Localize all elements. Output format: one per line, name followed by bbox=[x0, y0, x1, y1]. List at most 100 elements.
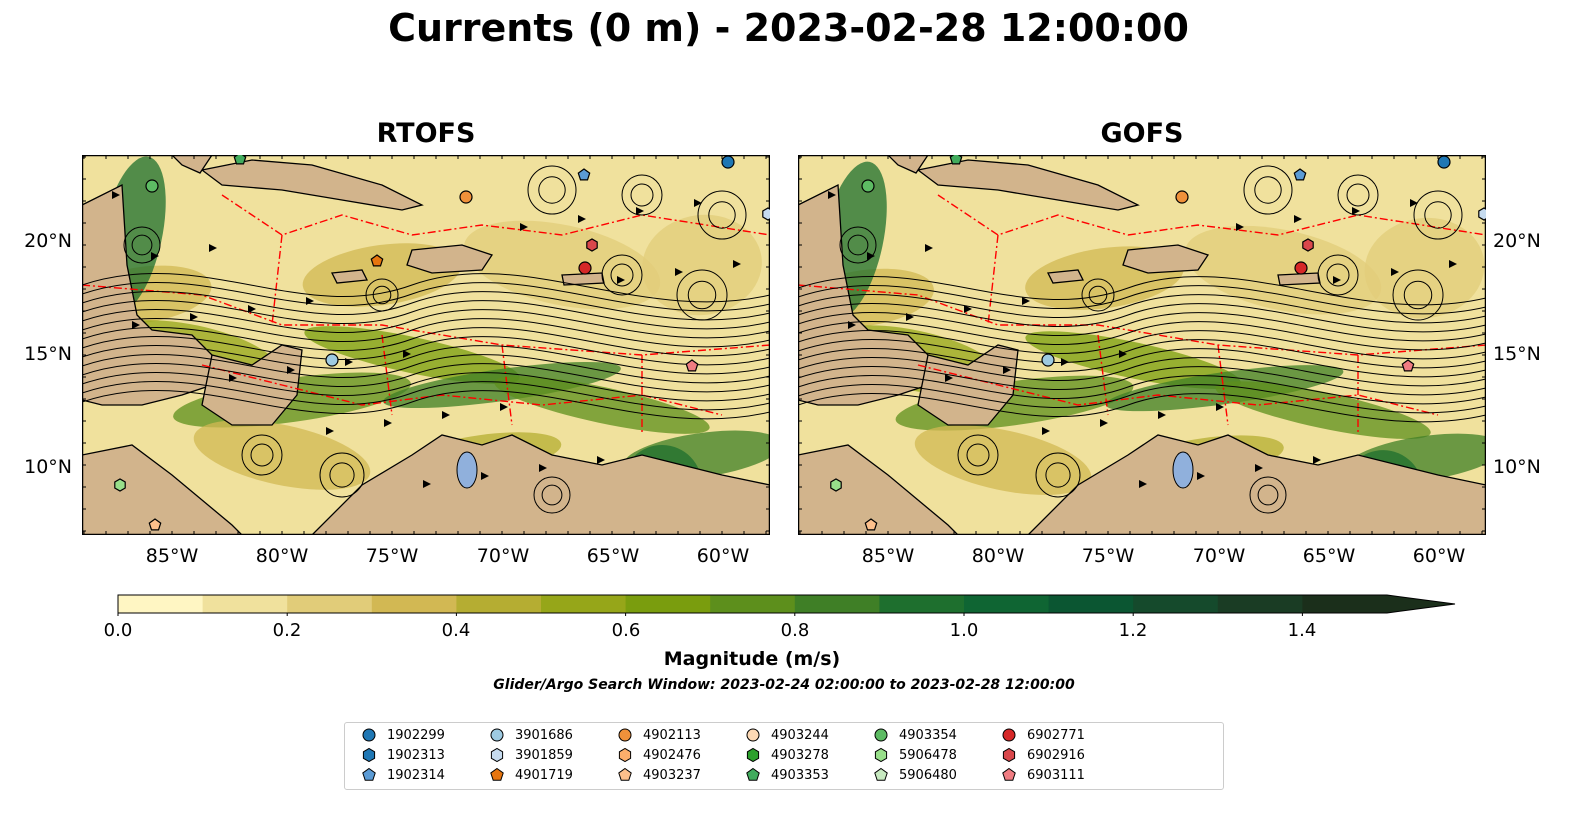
map-frame bbox=[798, 155, 1486, 535]
float-marker-4903353 bbox=[233, 155, 247, 165]
legend-label: 6902771 bbox=[1027, 727, 1085, 743]
legend-item-4903237: 4903237 bbox=[617, 767, 701, 783]
colorbar-bin bbox=[964, 595, 1050, 613]
map-frame bbox=[82, 155, 770, 535]
legend-label: 4902476 bbox=[643, 747, 701, 763]
legend-label: 4903237 bbox=[643, 767, 701, 783]
land bbox=[798, 155, 1486, 535]
x-tick-left-70w: 70°W bbox=[476, 545, 530, 567]
float-marker-3901686 bbox=[1041, 353, 1055, 367]
x-tick-left-75w: 75°W bbox=[365, 545, 419, 567]
legend-marker-circle-icon bbox=[490, 728, 504, 742]
float-marker-5906478 bbox=[114, 478, 126, 492]
x-tick-left-80w: 80°W bbox=[255, 545, 309, 567]
colorbar-bin bbox=[1133, 595, 1219, 613]
colorbar-bin bbox=[794, 595, 880, 613]
lake bbox=[1172, 451, 1194, 489]
colorbar-tick-6: 1.2 bbox=[1118, 620, 1148, 641]
float-marker-4903237 bbox=[148, 518, 162, 531]
legend-marker-hexagon-icon bbox=[362, 747, 376, 763]
float-marker-1902299 bbox=[1437, 155, 1451, 169]
x-tick-left-60w: 60°W bbox=[696, 545, 750, 567]
legend-marker-pentagon-icon bbox=[874, 767, 888, 781]
legend-label: 4903278 bbox=[771, 747, 829, 763]
float-legend: 1902299 1902313 1902314 3901686 3901859 49017… bbox=[344, 722, 1224, 790]
y-tick-right-15n: 15°N bbox=[1493, 343, 1541, 365]
float-marker-3901859 bbox=[1478, 207, 1486, 221]
float-marker-4903353 bbox=[949, 155, 963, 165]
float-marker-3901686 bbox=[325, 353, 339, 367]
legend-item-4903353: 4903353 bbox=[745, 767, 829, 783]
legend-label: 4901719 bbox=[515, 767, 573, 783]
float-marker-6902916 bbox=[1302, 238, 1314, 252]
legend-marker-pentagon-icon bbox=[618, 767, 632, 781]
colorbar-tick-2: 0.4 bbox=[441, 620, 471, 641]
x-tick-left-65w: 65°W bbox=[586, 545, 640, 567]
legend-label: 4902113 bbox=[643, 727, 701, 743]
x-tick-right-70w: 70°W bbox=[1192, 545, 1246, 567]
colorbar-extend-arrow bbox=[1387, 595, 1455, 613]
x-tick-right-80w: 80°W bbox=[971, 545, 1025, 567]
float-marker-4901719 bbox=[370, 254, 384, 267]
frame-ticks bbox=[82, 155, 770, 535]
y-tick-left-20n: 20°N bbox=[24, 230, 72, 252]
x-tick-left-85w: 85°W bbox=[145, 545, 199, 567]
figure-title: Currents (0 m) - 2023-02-28 12:00:00 bbox=[388, 6, 1189, 50]
flow-arrows bbox=[828, 191, 1457, 488]
float-marker-3901859 bbox=[762, 207, 770, 221]
colorbar-bin bbox=[118, 595, 204, 613]
legend-marker-hexagon-icon bbox=[618, 747, 632, 763]
lake bbox=[456, 451, 478, 489]
legend-item-6902771: 6902771 bbox=[1001, 727, 1085, 743]
float-marker-4902113 bbox=[1175, 190, 1189, 204]
legend-label: 3901859 bbox=[515, 747, 573, 763]
float-marker-4903354 bbox=[861, 179, 875, 193]
colorbar-bin bbox=[371, 595, 457, 613]
legend-item-4903244: 4903244 bbox=[745, 727, 829, 743]
legend-marker-pentagon-icon bbox=[362, 767, 376, 781]
colorbar-bin bbox=[1302, 595, 1388, 613]
legend-item-3901686: 3901686 bbox=[489, 727, 573, 743]
legend-label: 6902916 bbox=[1027, 747, 1085, 763]
colorbar-bin bbox=[202, 595, 288, 613]
legend-label: 1902314 bbox=[387, 767, 445, 783]
legend-marker-hexagon-icon bbox=[746, 747, 760, 763]
legend-item-1902299: 1902299 bbox=[361, 727, 445, 743]
x-tick-right-75w: 75°W bbox=[1081, 545, 1135, 567]
y-tick-left-10n: 10°N bbox=[24, 456, 72, 478]
legend-label: 1902313 bbox=[387, 747, 445, 763]
flow-arrows bbox=[112, 191, 741, 488]
colorbar-tick-5: 1.0 bbox=[949, 620, 979, 641]
colorbar-bin bbox=[1048, 595, 1134, 613]
legend-label: 3901686 bbox=[515, 727, 573, 743]
legend-marker-circle-icon bbox=[1002, 728, 1016, 742]
float-marker-6902771 bbox=[578, 261, 592, 275]
colorbar-bin bbox=[541, 595, 627, 613]
legend-marker-circle-icon bbox=[618, 728, 632, 742]
legend-marker-circle-icon bbox=[362, 728, 376, 742]
legend-label: 6903111 bbox=[1027, 767, 1085, 783]
legend-label: 4903244 bbox=[771, 727, 829, 743]
panel-title-gofs: GOFS bbox=[1100, 118, 1184, 149]
colorbar-bin bbox=[879, 595, 965, 613]
legend-label: 5906478 bbox=[899, 747, 957, 763]
x-tick-right-85w: 85°W bbox=[861, 545, 915, 567]
colorbar-bin bbox=[456, 595, 542, 613]
land bbox=[82, 155, 770, 535]
legend-label: 4903353 bbox=[771, 767, 829, 783]
legend-item-4902113: 4902113 bbox=[617, 727, 701, 743]
legend-marker-pentagon-icon bbox=[1002, 767, 1016, 781]
y-tick-left-15n: 15°N bbox=[24, 343, 72, 365]
y-tick-right-10n: 10°N bbox=[1493, 456, 1541, 478]
colorbar-bin bbox=[710, 595, 796, 613]
legend-marker-hexagon-icon bbox=[490, 747, 504, 763]
frame-ticks bbox=[798, 155, 1486, 535]
legend-marker-circle-icon bbox=[874, 728, 888, 742]
float-marker-1902314 bbox=[1293, 168, 1307, 181]
float-marker-4903354 bbox=[145, 179, 159, 193]
legend-item-5906478: 5906478 bbox=[873, 747, 957, 763]
x-tick-right-65w: 65°W bbox=[1302, 545, 1356, 567]
colorbar-tick-4: 0.8 bbox=[780, 620, 810, 641]
float-marker-6903111 bbox=[1401, 359, 1415, 372]
colorbar-tick-3: 0.6 bbox=[611, 620, 641, 641]
